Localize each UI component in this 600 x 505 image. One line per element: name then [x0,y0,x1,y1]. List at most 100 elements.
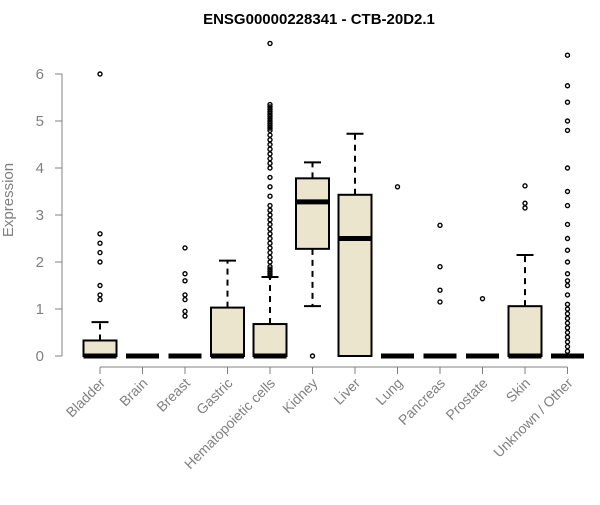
outlier-point [97,71,103,77]
outlier-point [564,282,571,289]
outlier-point [267,254,273,260]
outlier-point [267,160,273,167]
box-group-hematopoietic-cells [252,40,288,359]
outlier-point [267,137,273,143]
outlier-point [394,184,401,190]
outlier-point [267,216,273,223]
box-body [507,305,543,357]
outlier-point [267,235,273,242]
x-tick-label: Breast [153,375,193,415]
outlier-point [437,299,443,305]
outlier-point [564,202,571,209]
outlier-point [267,184,273,190]
outlier-point [97,249,103,256]
y-tick-label: 3 [36,207,44,224]
box-body [295,177,330,250]
outlier-point [437,287,443,293]
x-tick-label: Lung [372,375,405,408]
outlier-point [564,343,571,350]
outlier-point [182,292,188,298]
outlier-point [182,278,188,284]
outlier-point [267,266,273,272]
outlier-point [182,271,188,277]
outlier-point [564,118,571,124]
outlier-point [437,264,443,270]
box-group-kidney [295,161,330,359]
box-group-skin [507,183,543,359]
x-tick-label: Bladder [63,375,109,421]
y-tick-label: 4 [36,160,44,177]
x-tick-label: Skin [503,375,534,406]
x-tick-label: Pancreas [395,375,448,428]
outlier-point [182,296,188,303]
y-tick-label: 0 [36,348,44,365]
outlier-point [564,320,571,326]
outlier-point [267,221,273,228]
y-tick-label: 2 [36,254,44,271]
outlier-point [564,325,571,331]
outlier-point [564,292,571,298]
outlier-point [564,188,571,195]
outlier-point [564,315,571,322]
outlier-point [267,264,273,270]
outlier-point [267,104,273,110]
outlier-point [267,273,273,279]
outlier-point [267,132,273,138]
outlier-point [182,308,188,315]
outlier-point [97,259,103,265]
y-tick-label: 6 [36,66,44,83]
outlier-point [267,146,273,152]
outlier-point [564,329,571,336]
box-body [252,323,288,358]
box-group-breast [168,245,202,359]
outlier-point [564,311,571,317]
outlier-point [267,101,273,108]
outlier-point [267,141,273,148]
x-tick-label: Kidney [279,375,321,417]
outlier-point [267,115,273,122]
outlier-point [309,353,316,359]
outlier-point [97,240,103,246]
outlier-point [564,306,571,312]
outlier-point [267,113,273,120]
box-body [210,306,245,357]
outlier-point [437,222,443,229]
outlier-point [564,235,571,242]
outlier-point [564,52,571,58]
outlier-point [182,245,188,251]
x-tick-label: Unknown / Other [490,375,576,461]
outlier-point [182,313,188,319]
outlier-point [267,212,273,218]
outlier-point [267,245,273,251]
outlier-point [267,125,273,131]
outlier-point [564,334,571,340]
outlier-point [267,240,273,246]
outlier-point [267,226,273,232]
outlier-point [564,247,571,253]
box-group-liver [337,132,373,357]
outlier-point [97,231,103,237]
outlier-point [267,165,273,171]
outlier-point [564,278,571,284]
outlier-point [267,259,273,265]
x-tick-label: Liver [330,375,363,408]
box-group-pancreas [423,222,457,359]
plot-area [82,40,584,359]
outlier-point [564,99,571,105]
outlier-point [564,301,571,307]
outlier-point [564,221,571,228]
y-axis: 0 1 2 3 4 5 6 [36,66,63,365]
outlier-point [267,249,273,256]
outlier-point [564,339,571,345]
y-axis-label: Expression [0,163,17,237]
box-group-prostate [466,295,499,359]
outlier-point [267,271,273,277]
box-group-unknown-other [551,52,584,359]
box-group-bladder [82,71,118,359]
outlier-point [97,282,103,289]
outlier-point [479,295,486,302]
outlier-point [564,259,571,265]
